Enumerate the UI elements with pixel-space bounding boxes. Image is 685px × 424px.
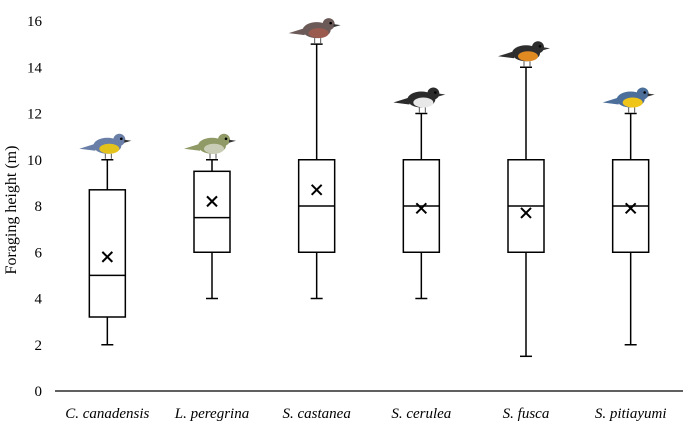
bird-icons [79, 18, 655, 159]
bay-breasted-warbler-icon [288, 18, 341, 44]
y-tick-label: 16 [27, 14, 43, 30]
y-tick-label: 14 [27, 60, 43, 76]
box-6 [611, 112, 650, 346]
mean-marker [415, 202, 428, 215]
category-label: S. fusca [503, 406, 550, 422]
cerulean-warbler-icon [393, 87, 446, 113]
y-tick-label: 12 [27, 107, 42, 123]
bird-beak [438, 93, 446, 97]
tropical-parula-icon [602, 87, 655, 113]
bird-head [636, 87, 649, 100]
bird-head [322, 18, 335, 31]
category-label: S. pitiayumi [595, 406, 667, 422]
box-5 [507, 66, 545, 358]
bird-head [532, 41, 544, 54]
bird-eye [643, 91, 646, 94]
bird-head [427, 87, 440, 100]
bird-eye [538, 44, 542, 48]
bird-beak [229, 139, 236, 143]
category-labels: C. canadensis L. peregrina S. castanea S. c… [65, 406, 666, 422]
mean-marker [206, 195, 218, 208]
category-label: S. cerulea [391, 406, 451, 422]
category-label: C. canadensis [65, 406, 149, 422]
category-label: L. peregrina [174, 406, 249, 422]
mean-marker [520, 207, 532, 219]
box-4 [402, 112, 441, 300]
y-tick-label: 0 [35, 384, 43, 400]
bird-beak [543, 47, 550, 51]
boxes [88, 43, 650, 358]
box-3 [297, 43, 336, 300]
y-tick-label: 4 [35, 292, 43, 308]
mean-marker [310, 184, 323, 196]
bird-tail [184, 143, 200, 151]
bird-eye [120, 137, 123, 141]
y-ticks: 0 2 4 6 8 10 12 14 16 [27, 14, 43, 400]
bird-head [218, 133, 230, 146]
bird-belly [413, 97, 434, 108]
tennessee-warbler-icon [184, 133, 236, 159]
blackburnian-warbler-icon [498, 41, 550, 67]
mean-marker [624, 202, 637, 215]
bird-beak [333, 24, 341, 28]
y-tick-label: 6 [35, 245, 43, 261]
y-tick-label: 2 [35, 338, 43, 354]
bird-tail [288, 28, 305, 36]
bird-tail [79, 143, 96, 151]
category-label: S. castanea [283, 406, 351, 422]
canada-warbler-icon [79, 133, 132, 159]
bird-eye [224, 137, 228, 141]
bird-eye [434, 91, 437, 94]
bird-tail [393, 97, 410, 105]
bird-eye [329, 21, 332, 25]
iqr-box [193, 170, 231, 253]
bird-head [113, 133, 126, 146]
bird-belly [308, 28, 329, 39]
y-tick-label: 10 [27, 153, 42, 169]
y-tick-label: 8 [35, 199, 43, 215]
bird-tail [498, 51, 514, 59]
bird-beak [124, 139, 132, 143]
box-2 [193, 159, 231, 300]
bird-tail [602, 97, 619, 105]
iqr-box [88, 189, 127, 318]
bird-beak [647, 93, 655, 97]
bird-belly [99, 143, 120, 154]
box-1 [88, 159, 127, 346]
bird-belly [622, 97, 643, 108]
bird-belly [518, 51, 538, 62]
bird-belly [204, 143, 224, 154]
mean-marker [101, 251, 114, 263]
y-axis-title: Foraging height (m) [3, 146, 20, 275]
